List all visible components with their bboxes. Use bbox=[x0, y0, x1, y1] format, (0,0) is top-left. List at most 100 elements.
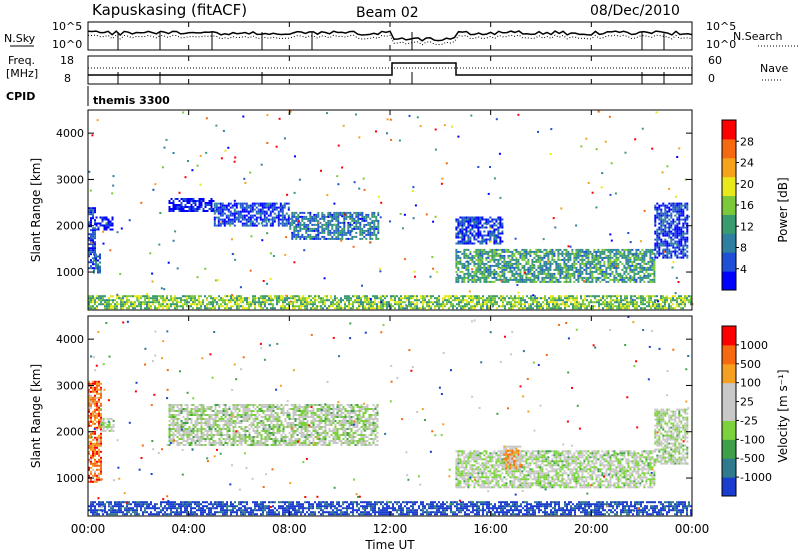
data-cell bbox=[400, 295, 402, 298]
data-cell bbox=[635, 278, 638, 281]
data-cell bbox=[543, 262, 546, 265]
data-cell bbox=[602, 295, 604, 298]
data-cell bbox=[92, 464, 94, 467]
data-cell bbox=[96, 396, 98, 399]
data-cell bbox=[105, 228, 108, 231]
data-cell bbox=[294, 305, 296, 308]
data-cell bbox=[108, 301, 110, 304]
data-cell bbox=[400, 299, 402, 302]
data-cell bbox=[110, 295, 112, 298]
data-cell bbox=[313, 215, 316, 218]
scatter-point bbox=[517, 291, 520, 294]
data-cell bbox=[546, 305, 548, 308]
data-cell bbox=[473, 256, 476, 259]
scatter-point bbox=[318, 221, 321, 224]
data-cell bbox=[233, 212, 236, 215]
data-cell bbox=[645, 274, 648, 277]
scatter-point bbox=[102, 230, 105, 233]
data-cell bbox=[638, 297, 640, 300]
data-cell bbox=[570, 303, 572, 306]
scatter-point bbox=[487, 192, 490, 195]
data-cell bbox=[299, 225, 302, 228]
data-cell bbox=[499, 270, 502, 273]
data-cell bbox=[487, 270, 490, 273]
data-cell bbox=[94, 209, 96, 212]
data-cell bbox=[529, 248, 532, 251]
data-cell bbox=[493, 274, 496, 277]
colorbar-tick-label: 28 bbox=[740, 135, 754, 148]
data-cell bbox=[575, 252, 578, 255]
data-cell bbox=[380, 295, 382, 298]
data-cell bbox=[559, 264, 562, 267]
data-cell bbox=[592, 305, 594, 308]
data-cell bbox=[583, 250, 586, 253]
data-cell bbox=[563, 256, 566, 259]
data-cell bbox=[617, 272, 620, 275]
data-cell bbox=[616, 307, 618, 310]
data-cell bbox=[94, 237, 96, 240]
data-cell bbox=[473, 274, 476, 277]
data-cell bbox=[281, 210, 284, 213]
data-cell bbox=[168, 210, 171, 212]
data-cell bbox=[475, 270, 478, 273]
data-cell bbox=[625, 270, 628, 273]
data-cell bbox=[400, 305, 402, 308]
data-cell bbox=[236, 301, 238, 304]
data-cell bbox=[339, 225, 342, 228]
data-cell bbox=[355, 223, 358, 226]
scatter-point bbox=[657, 300, 659, 303]
data-cell bbox=[330, 305, 332, 308]
data-cell bbox=[260, 297, 262, 300]
data-cell bbox=[631, 248, 634, 251]
data-cell bbox=[603, 262, 606, 265]
data-cell bbox=[455, 278, 458, 281]
data-cell bbox=[305, 237, 308, 240]
data-cell bbox=[247, 212, 250, 215]
data-cell bbox=[172, 303, 174, 306]
data-cell bbox=[485, 262, 488, 265]
data-cell bbox=[355, 221, 358, 224]
data-cell bbox=[257, 222, 260, 225]
data-cell bbox=[577, 256, 580, 259]
data-cell bbox=[432, 301, 434, 304]
data-cell bbox=[345, 211, 348, 214]
data-cell bbox=[610, 307, 612, 310]
data-cell bbox=[624, 297, 626, 300]
data-cell bbox=[180, 297, 182, 300]
data-cell bbox=[602, 303, 604, 306]
data-cell bbox=[394, 297, 396, 300]
data-cell bbox=[555, 268, 558, 271]
data-cell bbox=[94, 396, 96, 399]
data-cell bbox=[595, 268, 598, 271]
data-cell bbox=[229, 202, 232, 205]
data-cell bbox=[473, 220, 476, 223]
data-cell bbox=[552, 307, 554, 310]
data-cell bbox=[561, 270, 564, 273]
data-cell bbox=[111, 224, 114, 227]
data-cell bbox=[615, 266, 618, 269]
data-cell bbox=[686, 226, 689, 229]
data-cell bbox=[553, 260, 556, 263]
data-cell bbox=[314, 307, 316, 310]
data-cell bbox=[154, 307, 156, 310]
data-cell bbox=[686, 256, 689, 259]
data-cell bbox=[499, 232, 502, 235]
data-cell bbox=[241, 216, 244, 219]
data-cell bbox=[530, 295, 532, 298]
data-cell bbox=[99, 261, 101, 264]
data-cell bbox=[277, 210, 280, 213]
data-cell bbox=[475, 262, 478, 265]
data-cell bbox=[206, 305, 208, 308]
data-cell bbox=[88, 436, 90, 439]
data-cell bbox=[308, 295, 310, 298]
data-cell bbox=[348, 297, 350, 300]
data-cell bbox=[96, 426, 98, 429]
data-cell bbox=[666, 206, 669, 209]
data-cell bbox=[210, 206, 213, 208]
data-cell bbox=[455, 258, 458, 261]
data-cell bbox=[502, 305, 504, 308]
data-cell bbox=[100, 436, 102, 439]
data-cell bbox=[88, 434, 90, 437]
power-data-region-3 bbox=[168, 198, 215, 212]
data-cell bbox=[98, 472, 100, 475]
